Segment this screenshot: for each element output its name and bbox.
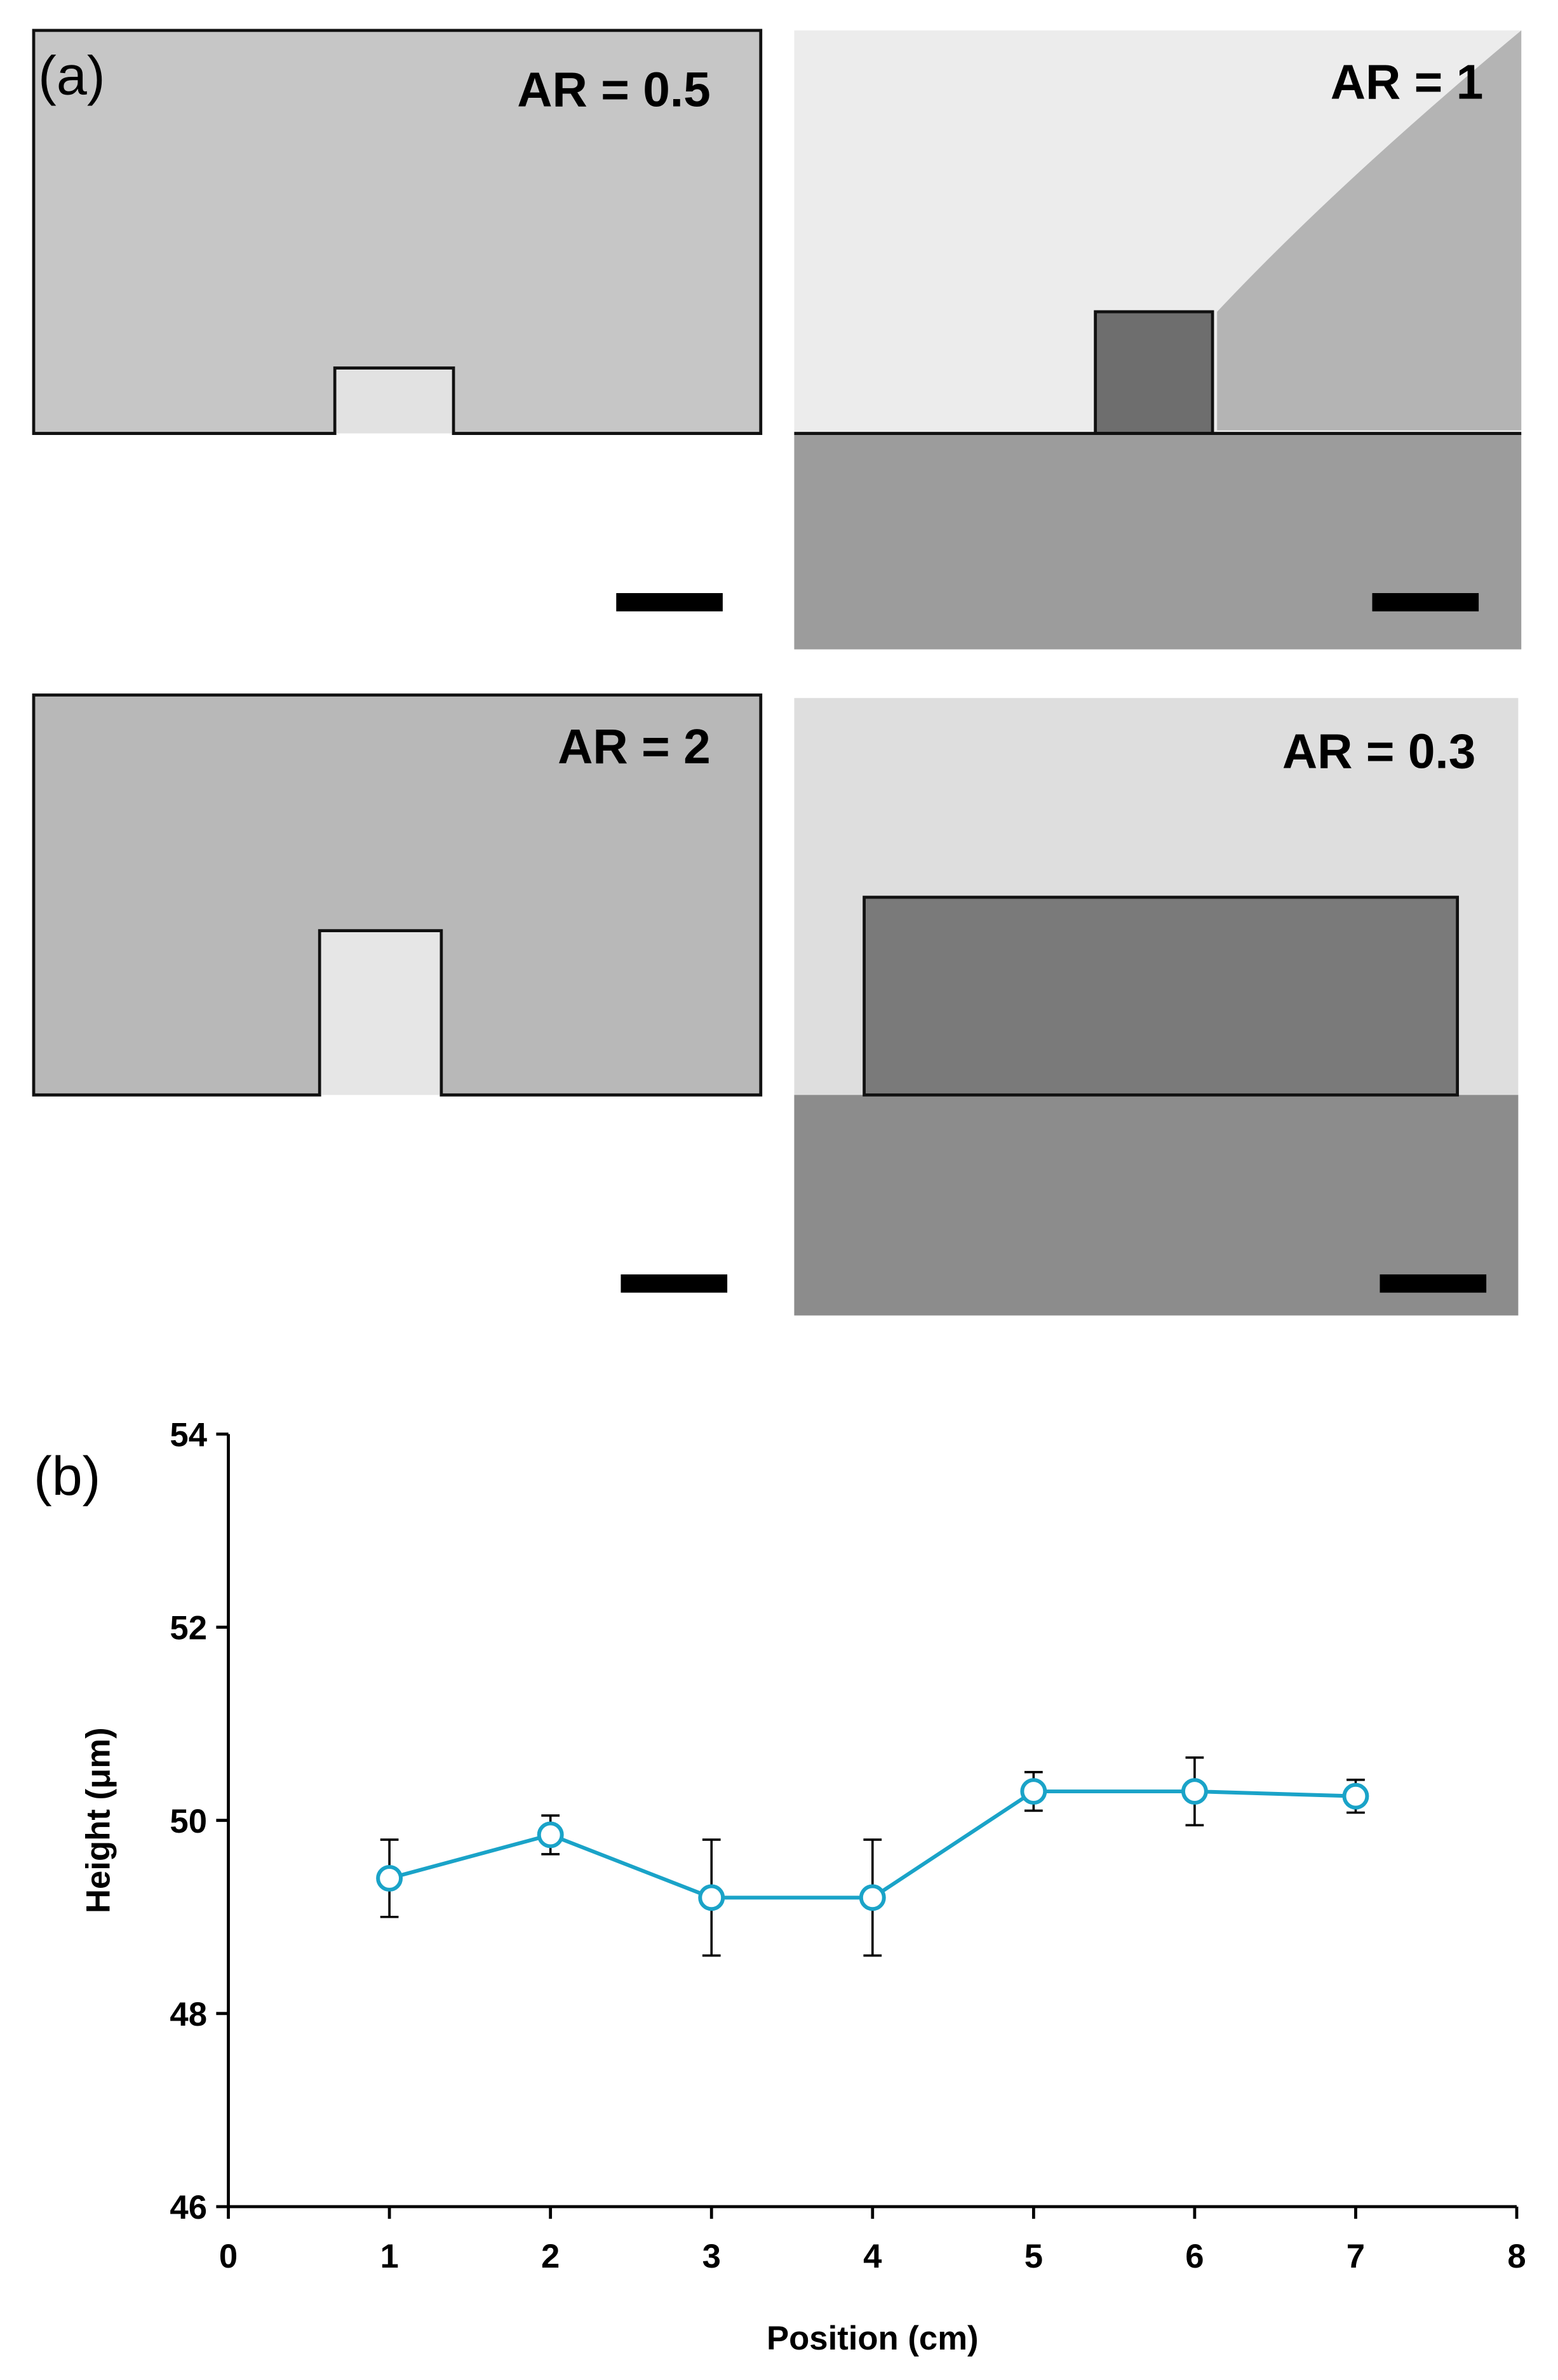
data-point xyxy=(537,1821,564,1849)
step xyxy=(1094,310,1214,435)
x-axis-label: Position (cm) xyxy=(767,2320,979,2357)
panel-label: (b) xyxy=(34,1446,100,1507)
scale-bar xyxy=(1380,1274,1487,1293)
x-tick-label: 2 xyxy=(541,2238,560,2275)
x-tick-label: 4 xyxy=(863,2238,882,2275)
y-tick-label: 46 xyxy=(170,2189,207,2226)
substrate xyxy=(794,433,1522,650)
image-label: AR = 1 xyxy=(1331,56,1484,110)
step xyxy=(321,932,440,1095)
data-point xyxy=(859,1884,886,1911)
x-tick-label: 6 xyxy=(1185,2238,1204,2275)
data-point xyxy=(1342,1782,1369,1810)
panel-a: (a) AR = 0.5 AR = 1 AR = 2 AR = 0.3 xyxy=(32,29,1522,1316)
data-point xyxy=(698,1884,725,1911)
data-point xyxy=(1181,1778,1208,1805)
texture xyxy=(1217,30,1522,431)
y-tick-label: 52 xyxy=(170,1610,207,1647)
x-tick-label: 1 xyxy=(380,2238,398,2275)
x-tick-label: 7 xyxy=(1346,2238,1365,2275)
x-tick-label: 3 xyxy=(702,2238,721,2275)
image-label: AR = 0.3 xyxy=(1282,725,1476,779)
image-label: AR = 0.5 xyxy=(517,64,711,117)
image-label: AR = 2 xyxy=(558,720,711,774)
y-tick-label: 54 xyxy=(170,1417,207,1454)
y-tick-label: 50 xyxy=(170,1803,207,1840)
micrograph-top-left xyxy=(32,29,763,435)
x-tick-label: 8 xyxy=(1507,2238,1526,2275)
x-tick-label: 5 xyxy=(1024,2238,1043,2275)
axes xyxy=(227,1434,1517,2209)
y-tick-label: 48 xyxy=(170,1996,207,2033)
panel-label: (a) xyxy=(38,45,105,106)
scale-bar xyxy=(621,1274,728,1293)
step xyxy=(336,369,452,434)
y-axis-label: Height (μm) xyxy=(80,1727,118,1913)
step xyxy=(863,895,1460,1097)
scale-bar xyxy=(1372,593,1479,612)
data-point xyxy=(376,1864,403,1892)
x-tick-label: 0 xyxy=(219,2238,238,2275)
micrograph-bottom-left xyxy=(32,693,763,1097)
data-point xyxy=(1020,1778,1047,1805)
scale-bar xyxy=(616,593,723,612)
